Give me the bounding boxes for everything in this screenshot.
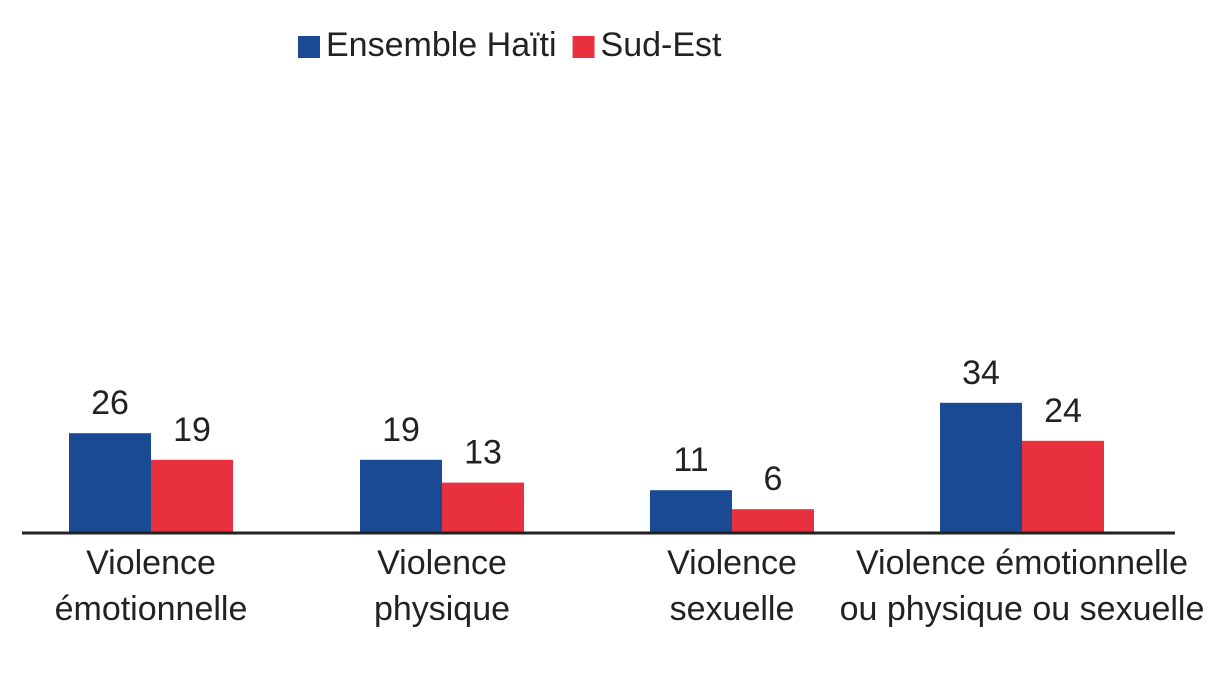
bar [442, 482, 524, 532]
bar [940, 402, 1022, 532]
x-tick-label: Violence sexuelle [667, 544, 797, 628]
x-tick-label: Violence physique [373, 544, 511, 628]
legend-label: Ensemble Haïti [326, 26, 557, 64]
value-label: 13 [464, 434, 502, 472]
bar [650, 490, 732, 532]
legend-swatch [572, 36, 595, 58]
legend-swatch [298, 36, 320, 58]
value-label: 19 [173, 411, 211, 449]
bar [69, 433, 151, 532]
bar [151, 459, 233, 532]
legend-label: Sud-Est [601, 26, 722, 64]
x-tick-label: Violence émotionnelle [54, 544, 248, 628]
value-label: 11 [673, 441, 708, 479]
bar [732, 509, 814, 532]
value-label: 19 [382, 411, 420, 449]
value-label: 34 [962, 354, 1000, 392]
value-label: 24 [1044, 392, 1082, 430]
bar [1022, 440, 1104, 532]
value-label: 6 [764, 460, 783, 498]
value-label: 26 [91, 384, 129, 422]
x-tick-label: Violence émotionnelle ou physique ou sex… [839, 544, 1205, 628]
bar [360, 459, 442, 532]
